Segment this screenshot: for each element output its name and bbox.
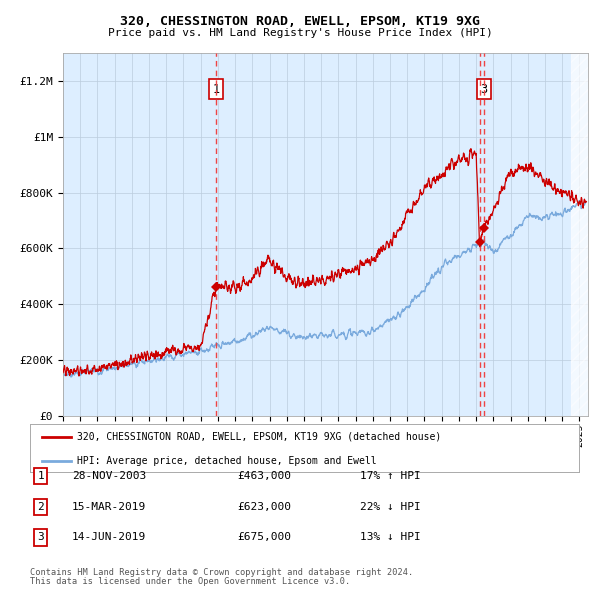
Text: 28-NOV-2003: 28-NOV-2003 <box>72 471 146 481</box>
Text: 1: 1 <box>213 83 220 96</box>
Text: Price paid vs. HM Land Registry's House Price Index (HPI): Price paid vs. HM Land Registry's House … <box>107 28 493 38</box>
Text: £623,000: £623,000 <box>237 502 291 512</box>
Text: 13% ↓ HPI: 13% ↓ HPI <box>360 533 421 542</box>
Text: 17% ↑ HPI: 17% ↑ HPI <box>360 471 421 481</box>
Text: £675,000: £675,000 <box>237 533 291 542</box>
Bar <box>571 53 588 416</box>
Text: 2: 2 <box>37 502 44 512</box>
Text: 15-MAR-2019: 15-MAR-2019 <box>72 502 146 512</box>
Text: 1: 1 <box>37 471 44 481</box>
Text: £463,000: £463,000 <box>237 471 291 481</box>
Text: This data is licensed under the Open Government Licence v3.0.: This data is licensed under the Open Gov… <box>30 578 350 586</box>
Text: HPI: Average price, detached house, Epsom and Ewell: HPI: Average price, detached house, Epso… <box>77 456 376 466</box>
Text: 3: 3 <box>37 533 44 542</box>
Text: 22% ↓ HPI: 22% ↓ HPI <box>360 502 421 512</box>
Text: Contains HM Land Registry data © Crown copyright and database right 2024.: Contains HM Land Registry data © Crown c… <box>30 568 413 577</box>
Text: 3: 3 <box>480 83 487 96</box>
Text: 14-JUN-2019: 14-JUN-2019 <box>72 533 146 542</box>
Text: 320, CHESSINGTON ROAD, EWELL, EPSOM, KT19 9XG (detached house): 320, CHESSINGTON ROAD, EWELL, EPSOM, KT1… <box>77 432 441 442</box>
Text: 320, CHESSINGTON ROAD, EWELL, EPSOM, KT19 9XG: 320, CHESSINGTON ROAD, EWELL, EPSOM, KT1… <box>120 15 480 28</box>
